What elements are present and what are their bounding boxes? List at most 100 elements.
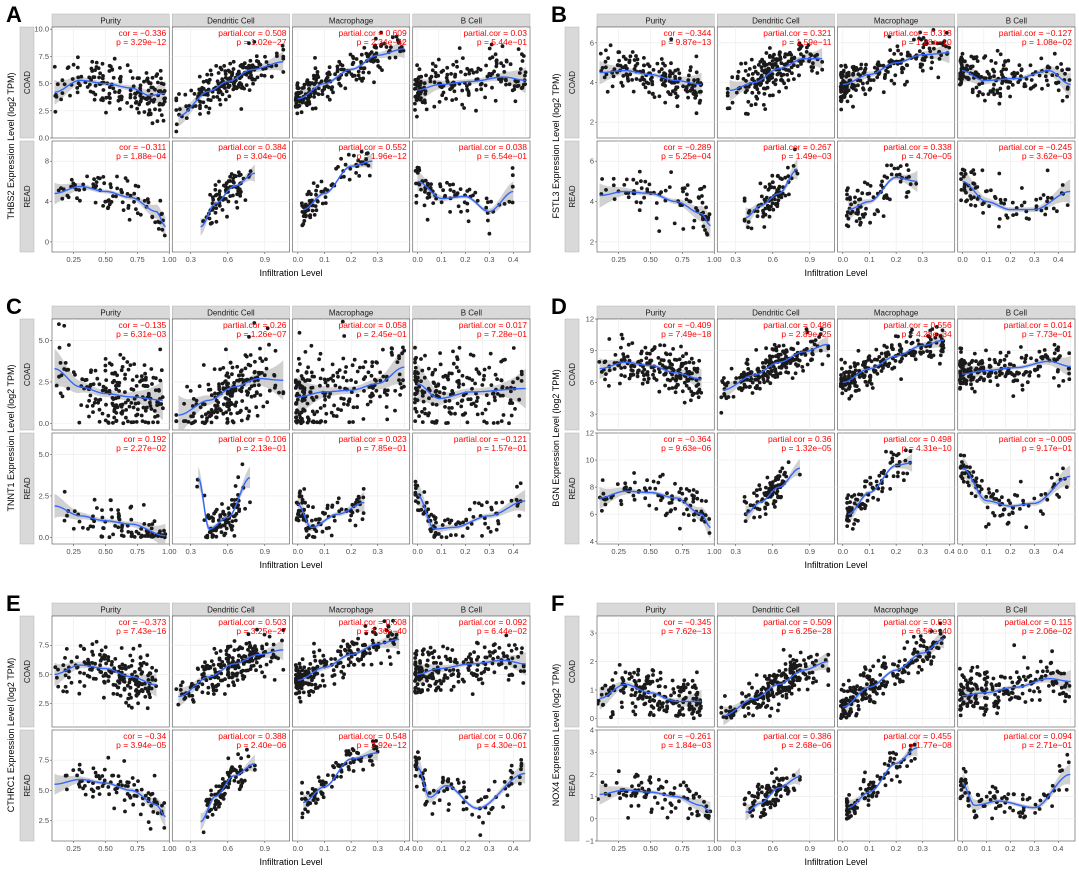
data-point xyxy=(294,393,299,398)
stat-cor: partial.cor = 0.03 xyxy=(463,28,527,38)
data-point xyxy=(299,201,304,206)
data-point xyxy=(231,67,236,71)
data-point xyxy=(809,65,814,69)
data-point xyxy=(188,389,193,393)
data-point xyxy=(765,378,770,383)
data-point xyxy=(620,336,625,341)
data-point xyxy=(187,104,192,108)
data-point xyxy=(444,421,448,425)
data-point xyxy=(131,84,136,89)
stat-p: p = 9.87e−13 xyxy=(661,37,711,47)
data-point xyxy=(350,510,355,515)
data-point xyxy=(378,378,383,383)
data-point xyxy=(625,66,629,71)
data-point xyxy=(1059,62,1063,66)
data-point xyxy=(471,515,476,519)
data-point xyxy=(133,101,138,105)
data-point xyxy=(893,334,898,338)
data-point xyxy=(205,72,210,77)
data-point xyxy=(757,507,762,512)
data-point xyxy=(130,378,135,382)
data-point xyxy=(771,373,775,378)
data-point xyxy=(1001,63,1006,68)
data-point xyxy=(645,361,649,366)
data-point xyxy=(974,359,978,364)
data-point xyxy=(303,350,308,354)
data-point xyxy=(174,129,179,134)
data-point xyxy=(815,52,819,57)
data-point xyxy=(702,184,707,189)
x-tick-label: 1.00 xyxy=(162,547,177,556)
data-point xyxy=(427,195,432,199)
data-point xyxy=(663,79,668,83)
y-tick-label: 10 xyxy=(586,456,594,465)
data-point xyxy=(236,475,241,480)
data-point xyxy=(200,420,205,425)
fit-curve xyxy=(599,69,702,86)
data-point xyxy=(805,362,810,367)
data-point xyxy=(120,525,124,530)
data-point xyxy=(335,64,340,69)
data-point xyxy=(361,487,366,491)
data-point xyxy=(657,361,662,366)
data-point xyxy=(135,211,140,216)
data-point xyxy=(611,183,616,188)
data-point xyxy=(819,327,824,332)
data-point xyxy=(681,84,685,89)
data-point xyxy=(368,399,373,404)
data-point xyxy=(694,111,699,116)
data-point xyxy=(906,168,911,173)
data-point xyxy=(707,212,712,217)
data-point xyxy=(454,97,458,101)
strip-coad xyxy=(564,318,580,431)
data-point xyxy=(243,353,248,357)
data-point xyxy=(759,81,764,86)
y-tick-label: 5.0 xyxy=(39,79,49,88)
data-point xyxy=(253,359,257,364)
data-point xyxy=(449,72,453,76)
data-point xyxy=(257,62,262,66)
data-point xyxy=(252,40,257,44)
data-point xyxy=(87,398,91,403)
data-point xyxy=(897,342,902,347)
stat-cor: cor = −0.344 xyxy=(664,28,712,38)
data-point xyxy=(356,69,361,74)
y-tick-label: 2 xyxy=(590,237,594,246)
data-point xyxy=(1024,77,1029,81)
data-point xyxy=(433,71,438,75)
stat-cor: cor = −0.336 xyxy=(119,28,167,38)
data-point xyxy=(422,375,427,380)
data-point xyxy=(224,526,229,531)
data-point xyxy=(493,398,497,403)
data-point xyxy=(680,491,685,496)
data-point xyxy=(112,415,117,420)
y-axis-title: TNNT1 Expression Level (log2 TPM) xyxy=(6,365,16,512)
data-point xyxy=(756,366,760,371)
data-point xyxy=(301,222,306,226)
data-point xyxy=(743,69,748,73)
data-point xyxy=(328,391,332,396)
data-point xyxy=(58,391,63,396)
data-point xyxy=(125,179,130,183)
data-point xyxy=(486,526,491,530)
data-point xyxy=(229,172,234,176)
stat-p: p = 2.34e−42 xyxy=(357,37,407,47)
data-point xyxy=(884,354,889,359)
data-point xyxy=(480,383,485,387)
data-point xyxy=(461,520,465,525)
data-point xyxy=(457,46,462,50)
data-point xyxy=(79,74,84,79)
data-point xyxy=(1052,51,1057,56)
data-point xyxy=(671,89,675,94)
data-point xyxy=(737,375,742,380)
data-point xyxy=(228,174,233,179)
data-point xyxy=(626,195,631,200)
data-point xyxy=(343,370,348,374)
data-point xyxy=(991,67,995,72)
data-point xyxy=(341,375,346,380)
data-point xyxy=(608,43,613,48)
strip-read xyxy=(19,140,35,253)
data-point xyxy=(907,175,911,179)
